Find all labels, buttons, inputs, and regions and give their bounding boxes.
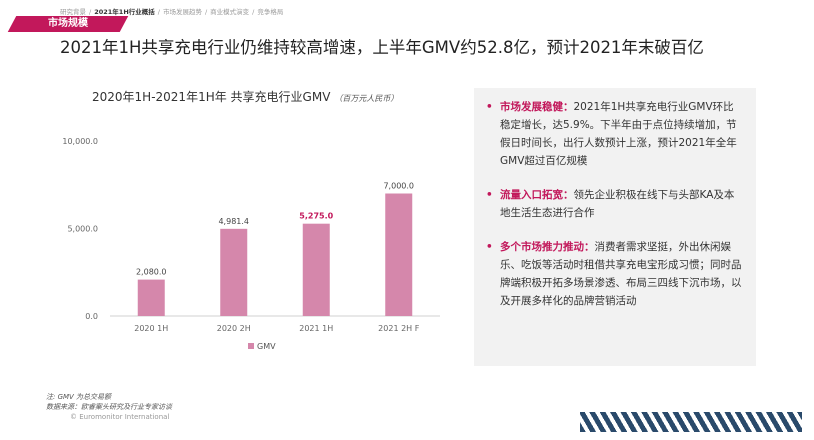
insight-text: 2021年1H共享充电行业GMV环比稳定增长，达5.9%。下半年由于点位持续增加… [500,101,737,167]
footnote: 注: GMV 为总交易额 数据来源：欧睿案头研究及行业专家访谈 © Euromo… [46,392,172,422]
insight-item: • 多个市场推力推动：消费者需求坚挺，外出休闲娱乐、吃饭等活动时租借共享充电宝形… [486,238,742,310]
chart-title-text: 2020年1H-2021年1H年 共享充电行业GMV [92,90,331,104]
insight-text: 领先企业积极在线下与头部KA及本地生活生态进行合作 [500,189,735,219]
bullet-icon: • [486,101,493,113]
bar-2020-2h [220,228,248,316]
copyright-text: © Euromonitor International [70,413,170,421]
x-tick-label: 2021 1H [299,324,333,333]
chart-unit: （百万元人民币） [334,94,399,103]
data-label: 2,080.0 [136,268,167,277]
y-tick-label: 5,000.0 [67,225,98,234]
section-tag: 市场规模 [48,18,88,29]
legend-swatch [248,343,254,349]
data-label: 4,981.4 [218,217,249,226]
breadcrumb-item[interactable]: 竞争格局 [257,8,284,16]
note-text: 注: GMV 为总交易额 [46,393,112,401]
insight-head: 市场发展稳健： [500,101,574,113]
data-label: 5,275.0 [299,212,333,221]
insight-item: • 市场发展稳健：2021年1H共享充电行业GMV环比稳定增长，达5.9%。下半… [486,98,742,170]
bullet-icon: • [486,189,493,201]
chart-title: 2020年1H-2021年1H年 共享充电行业GMV （百万元人民币） [92,88,398,105]
breadcrumb-item[interactable]: 市场发展趋势 [162,8,202,16]
source-text: 数据来源：欧睿案头研究及行业专家访谈 [46,403,172,411]
page-title: 2021年1H共享充电行业仍维持较高增速，上半年GMV约52.8亿，预计2021… [60,38,704,57]
breadcrumb-item-active[interactable]: 2021年1H行业概括 [94,8,155,16]
insight-item: • 流量入口拓宽：领先企业积极在线下与头部KA及本地生活生态进行合作 [486,186,742,222]
bar-2020-1h [137,279,165,316]
x-tick-label: 2020 2H [217,324,251,333]
bar-2021-1h [302,223,330,316]
y-tick-label: 0.0 [85,312,98,321]
decorative-stripe-band [580,412,802,432]
insight-head: 流量入口拓宽： [500,189,574,201]
breadcrumb: 研究背景/2021年1H行业概括 / 市场发展趋势 / 商业模式演变 / 竞争格局 [60,8,284,16]
x-tick-label: 2021 2H F [378,324,420,333]
data-label: 7,000.0 [383,182,414,191]
insight-head: 多个市场推力推动： [500,241,595,253]
y-tick-label: 10,000.0 [62,137,98,146]
bullet-icon: • [486,241,493,253]
legend-label: GMV [257,342,276,351]
breadcrumb-item[interactable]: 商业模式演变 [210,8,250,16]
insight-text: 消费者需求坚挺，外出休闲娱乐、吃饭等活动时租借共享充电宝形成习惯；同时品牌端积极… [500,241,742,307]
insight-panel: • 市场发展稳健：2021年1H共享充电行业GMV环比稳定增长，达5.9%。下半… [474,88,756,366]
breadcrumb-item[interactable]: 研究背景 [60,8,86,16]
bar-2021-2h-f [385,193,413,316]
x-tick-label: 2020 1H [134,324,168,333]
